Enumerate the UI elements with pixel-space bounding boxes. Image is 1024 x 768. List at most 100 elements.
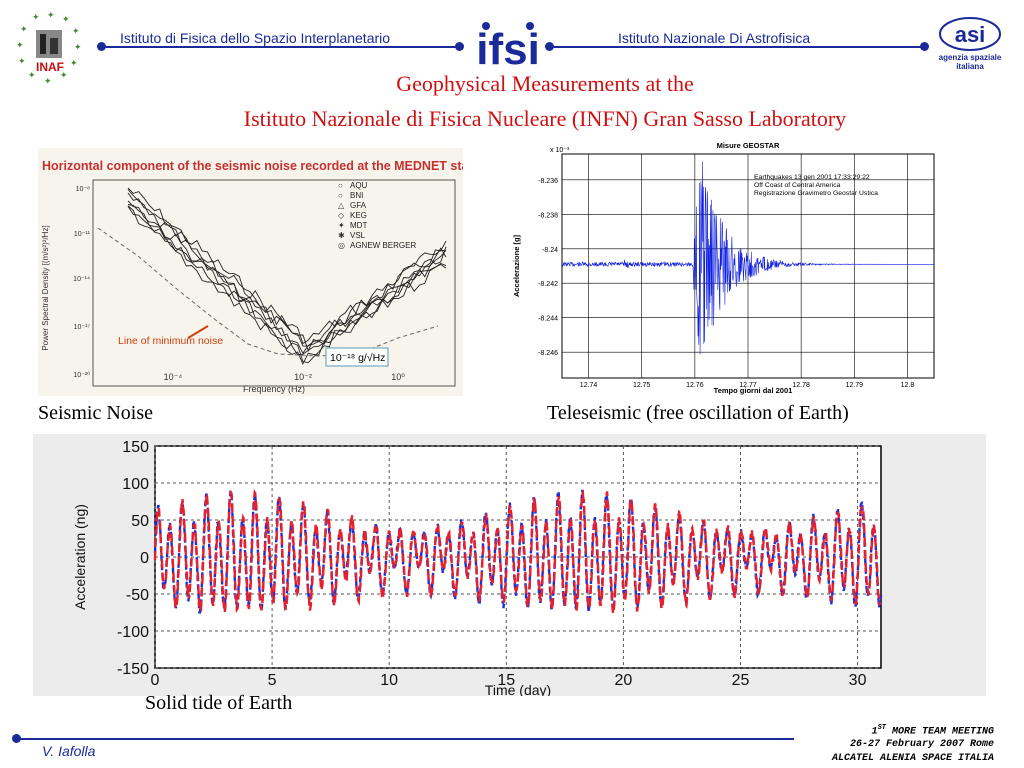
- seismic-legend-entry: AQU: [350, 181, 368, 190]
- asi-logo-sub1: agenzia spaziale: [939, 53, 1002, 62]
- caption-seismic-noise: Seismic Noise: [38, 402, 153, 424]
- svg-text:✦: ✦: [70, 58, 78, 68]
- tide-xtick: 20: [614, 672, 632, 689]
- svg-text:✦: ✦: [16, 40, 24, 50]
- header-right-org: Istituto Nazionale Di Astrofisica: [618, 30, 811, 46]
- tide-xtick: 10: [380, 672, 398, 689]
- seismic-station-curve: [127, 200, 447, 355]
- teleseismic-xtick: 12.78: [792, 382, 810, 389]
- seismic-ytick-label: 10⁻²⁰: [73, 371, 90, 379]
- caption-teleseismic: Teleseismic (free oscillation of Earth): [547, 402, 849, 424]
- footer-dates: 26-27 February 2007 Rome: [849, 739, 994, 750]
- minimum-noise-line: [97, 227, 439, 357]
- tide-ytick: -50: [126, 587, 149, 604]
- svg-text:✦: ✦: [62, 14, 70, 24]
- seismic-noise-svg: Horizontal component of the seismic nois…: [41, 159, 498, 394]
- teleseismic-signal-line: [561, 161, 934, 355]
- minimum-noise-label: Line of minimum noise: [118, 335, 223, 347]
- seismic-xtick-label: 10⁰: [391, 372, 405, 382]
- seismic-legend-marker: ○: [338, 191, 343, 200]
- teleseismic-title: Misure GEOSTAR: [717, 141, 780, 150]
- teleseismic-xtick: 12.8: [901, 382, 915, 389]
- tide-ytick: 50: [131, 513, 149, 530]
- teleseismic-annotation: Earthquakes 13 gen 2001 17:33:29:22: [754, 174, 870, 181]
- teleseismic-xtick: 12.76: [686, 382, 704, 389]
- tide-xtick: 0: [151, 672, 160, 689]
- seismic-legend-entry: MDT: [350, 221, 367, 230]
- header-right-end-dot: [920, 42, 929, 51]
- seismic-legend-entry: GFA: [350, 201, 367, 210]
- svg-text:✦: ✦: [60, 70, 68, 80]
- seismic-station-curve: [127, 192, 447, 347]
- seismic-legend-entry: AGNEW BERGER: [350, 241, 416, 250]
- slide-title-line1: Geophysical Measurements at the: [396, 71, 694, 96]
- seismic-station-curve: [127, 187, 447, 345]
- teleseismic-ytick: -8.242: [538, 281, 558, 288]
- seismic-station-curve: [127, 205, 447, 364]
- seismic-legend-marker: ◎: [338, 241, 345, 250]
- seismic-noise-chart: Horizontal component of the seismic nois…: [38, 148, 498, 396]
- caption-solid-tide: Solid tide of Earth: [145, 692, 293, 714]
- seismic-ytick-label: 10⁻¹⁷: [74, 324, 91, 331]
- teleseismic-xlabel: Tempo giorni dal 2001: [714, 386, 793, 395]
- teleseismic-ytick: -8.246: [538, 350, 558, 357]
- tide-series-red-line: [153, 488, 883, 614]
- seismic-ytick-label: 10⁻¹¹: [74, 231, 91, 238]
- ifsi-logo-icon: ifsi: [476, 22, 540, 74]
- svg-text:✦: ✦: [44, 76, 52, 86]
- teleseismic-ytick: -8.244: [538, 316, 558, 323]
- tide-xtick: 30: [849, 672, 867, 689]
- seismic-xtick-label: 10⁻²: [294, 372, 312, 382]
- seismic-legend-marker: ○: [338, 181, 343, 190]
- seismic-chart-title: Horizontal component of the seismic nois…: [42, 159, 463, 173]
- teleseismic-chart: Misure GEOSTAR x 10⁻³ -8.236 -8.238 -8.24 -8.…: [510, 138, 944, 400]
- asi-logo-icon: asi agenzia spaziale italiana: [939, 17, 1002, 71]
- seismic-plot-frame: [92, 179, 456, 387]
- teleseismic-xtick: 12.77: [739, 382, 757, 389]
- teleseismic-ytick: -8.238: [538, 212, 558, 219]
- noise-level-label: 10⁻¹⁸ g/√Hz: [330, 352, 385, 364]
- svg-text:✦: ✦: [47, 10, 55, 20]
- inaf-logo: ✦ ✦ ✦ ✦ ✦ ✦ ✦ ✦ ✦ ✦ ✦ ✦ INAF: [14, 8, 84, 92]
- teleseismic-ytick: -8.236: [538, 178, 558, 185]
- teleseismic-annotation: Off Coast of Central America: [754, 182, 841, 189]
- seismic-station-curve: [127, 206, 447, 365]
- ifsi-logo: ifsi: [476, 18, 540, 74]
- inaf-logo-text: INAF: [36, 60, 64, 74]
- header-right-rule: [548, 46, 924, 48]
- svg-text:✦: ✦: [28, 70, 36, 80]
- seismic-ytick-label: 10⁻⁸: [76, 186, 90, 193]
- tide-xtick: 5: [268, 672, 277, 689]
- asi-logo-text: asi: [955, 22, 986, 47]
- seismic-legend-entry: VSL: [350, 231, 366, 240]
- svg-text:✦: ✦: [32, 12, 40, 22]
- footer-rule: [16, 738, 794, 740]
- footer-company: ALCATEL ALENIA SPACE ITALIA: [831, 753, 994, 764]
- minimum-noise-arrow: [187, 325, 209, 339]
- footer-author: V. Iafolla: [42, 743, 96, 759]
- tide-ytick: 150: [122, 439, 149, 456]
- seismic-xlabel: Frequency (Hz): [243, 384, 305, 394]
- seismic-station-curve: [127, 189, 447, 352]
- tide-ytick: 0: [140, 550, 149, 567]
- seismic-ylabel: Power Spectral Density [(m/s²)²/Hz]: [41, 225, 50, 350]
- footer-meeting-sup: ST: [877, 724, 886, 732]
- footer-meeting: 1ST MORE TEAM MEETING: [872, 724, 994, 737]
- seismic-legend-marker: ✦: [338, 221, 345, 230]
- seismic-ytick-label: 10⁻¹⁴: [73, 276, 90, 283]
- header-left-org: Istituto di Fisica dello Spazio Interpla…: [120, 30, 391, 46]
- header-left-end-dot: [455, 42, 464, 51]
- svg-text:✦: ✦: [72, 26, 80, 36]
- svg-text:✦: ✦: [20, 24, 28, 34]
- svg-text:✦: ✦: [74, 42, 82, 52]
- teleseismic-annotation: Registrazione Gravimetro Geostar Ustica: [754, 190, 878, 197]
- teleseismic-ylabel: Accelerazione [g]: [512, 234, 521, 297]
- noise-level-box: [325, 347, 389, 367]
- inaf-emblem-icon: ✦ ✦✦ ✦✦✦ ✦✦✦ ✦✦✦: [16, 10, 82, 86]
- tide-xtick: 15: [497, 672, 515, 689]
- footer-meeting-prefix: 1: [871, 726, 878, 738]
- seismic-station-curve: [127, 204, 447, 356]
- seismic-xtick-label: 10⁻⁴: [164, 372, 183, 382]
- teleseismic-xtick: 12.74: [580, 382, 598, 389]
